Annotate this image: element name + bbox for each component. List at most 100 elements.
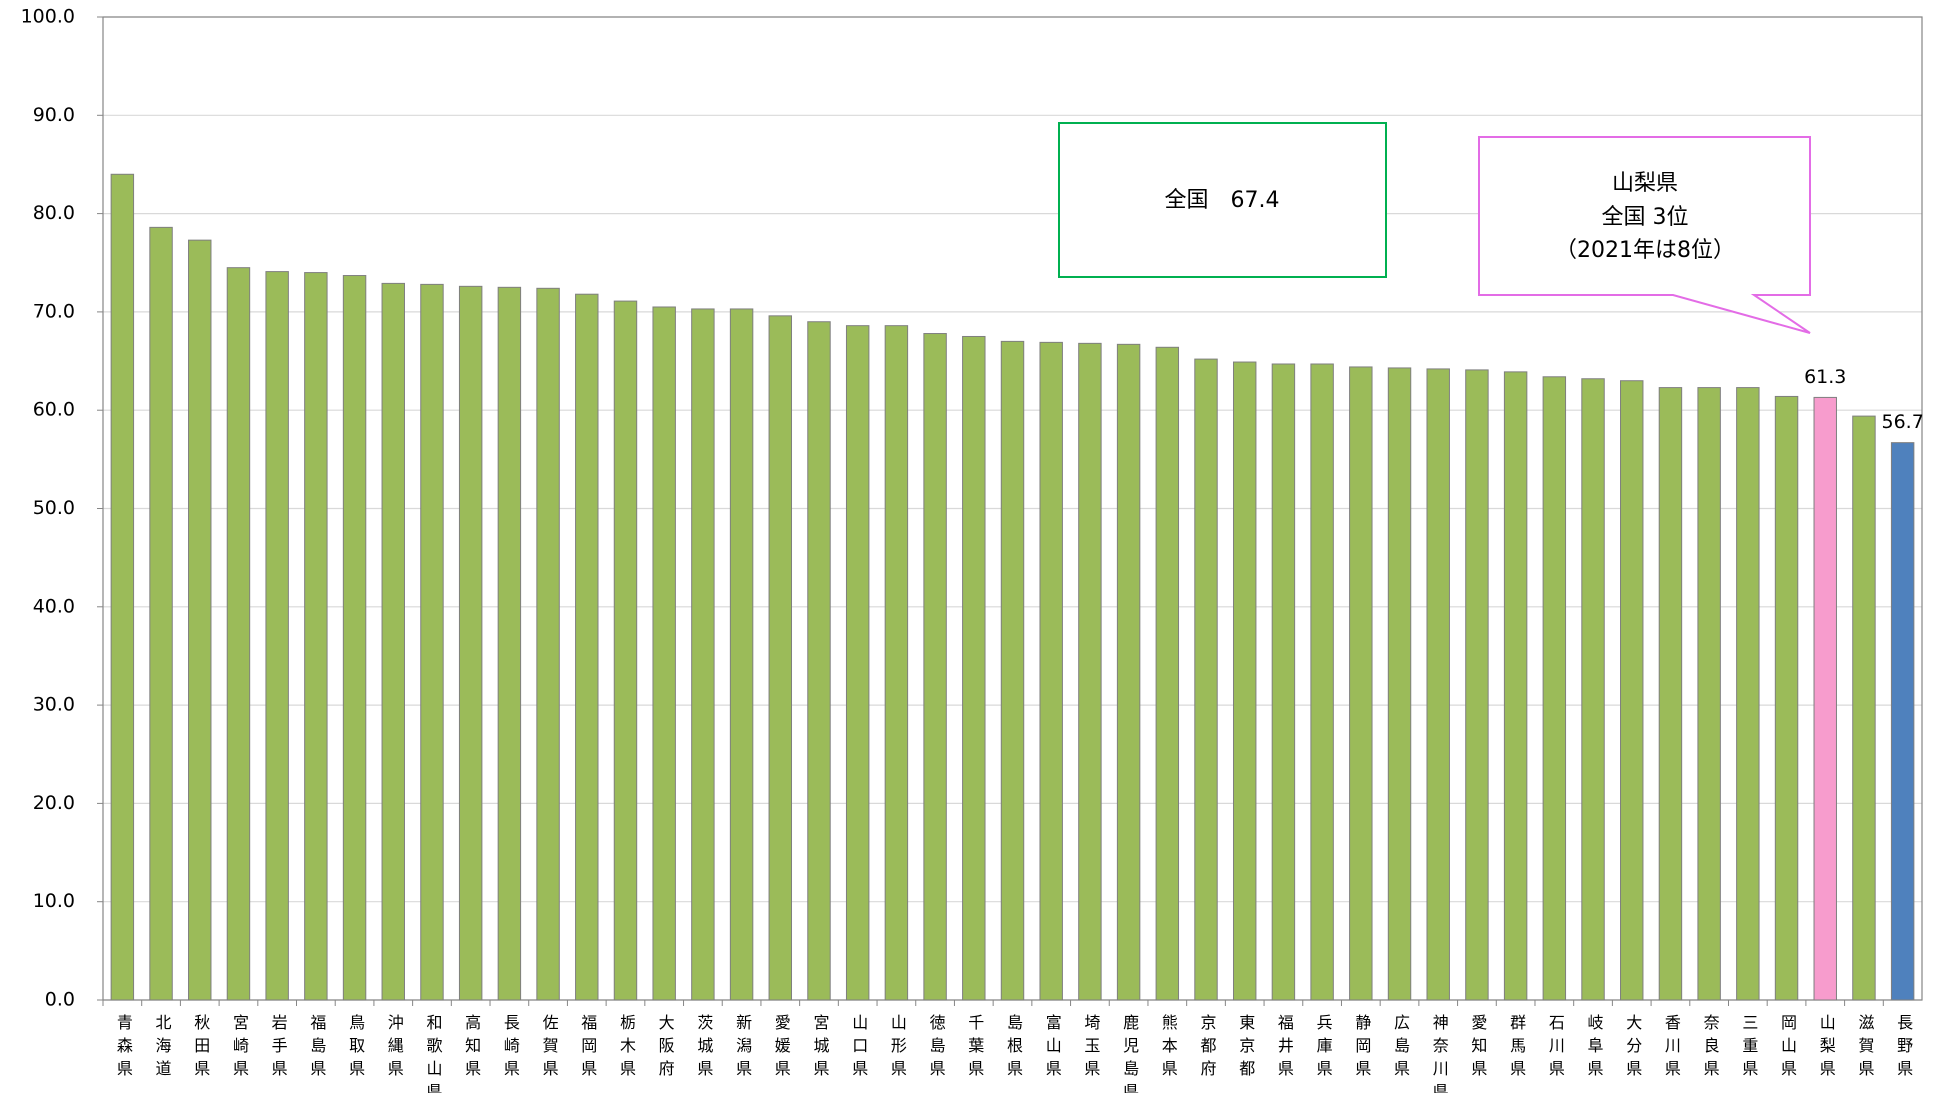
x-tick-label: 長野県 <box>1894 1014 1913 1083</box>
bar <box>536 287 560 1001</box>
bar <box>1852 415 1876 1001</box>
callout-line: 山梨県 <box>1612 171 1678 196</box>
bar <box>1620 380 1644 1001</box>
y-tick-label: 10.0 <box>33 890 75 912</box>
x-tick-label: 奈良県 <box>1701 1014 1720 1083</box>
x-tick-label: 香川県 <box>1662 1014 1681 1083</box>
y-tick-label: 80.0 <box>33 202 75 224</box>
bar <box>226 267 251 1001</box>
bar <box>1542 376 1567 1001</box>
bar <box>807 321 831 1001</box>
bar <box>1658 387 1683 1001</box>
bar <box>1310 363 1334 1001</box>
y-tick-label: 40.0 <box>33 595 75 617</box>
x-tick-label: 滋賀県 <box>1855 1014 1874 1083</box>
y-tick-label: 20.0 <box>33 792 75 814</box>
bar <box>1349 366 1373 1001</box>
x-tick-label: 群馬県 <box>1507 1014 1526 1083</box>
x-tick-label: 広島県 <box>1391 1014 1410 1083</box>
x-tick-label: 北海道 <box>153 1014 172 1083</box>
bar <box>1194 358 1218 1001</box>
bar <box>1581 378 1605 1001</box>
x-tick-label: 徳島県 <box>927 1014 946 1083</box>
x-tick-label: 岐阜県 <box>1585 1014 1604 1083</box>
bar <box>342 275 367 1001</box>
bar <box>1697 387 1721 1001</box>
x-tick-label: 三重県 <box>1739 1014 1758 1083</box>
bar <box>923 333 947 1001</box>
x-tick-label: 福井県 <box>1275 1014 1294 1083</box>
x-tick-label: 鳥取県 <box>346 1014 365 1083</box>
bar <box>884 325 909 1001</box>
callout-line: （2021年は8位） <box>1555 238 1735 263</box>
x-tick-label: 佐賀県 <box>540 1014 559 1083</box>
plot-area: 0.0 10.0 20.0 30.0 40.0 50.0 60.0 70.0 80.0 90.0 1… <box>21 6 1924 1093</box>
bar <box>1232 361 1257 1001</box>
x-tick-label: 山口県 <box>849 1014 868 1083</box>
x-tick-label: 沖縄県 <box>385 1014 404 1083</box>
bar <box>1387 367 1412 1001</box>
x-tick-label: 熊本県 <box>1159 1014 1178 1083</box>
callout-box <box>1478 136 1811 334</box>
x-tick-label: 静岡県 <box>1352 1014 1371 1083</box>
y-tick-label: 90.0 <box>33 104 75 126</box>
bar <box>1039 341 1063 1001</box>
x-tick-label: 京都府 <box>1198 1014 1217 1083</box>
x-tick-label: 和歌山県 <box>423 1014 442 1093</box>
annotation-box <box>1058 122 1387 278</box>
x-tick-label: 神奈川県 <box>1430 1014 1449 1093</box>
bar <box>458 285 483 1001</box>
x-tick-label: 宮崎県 <box>230 1014 249 1083</box>
x-tick-label: 高知県 <box>462 1014 481 1083</box>
bar <box>1155 346 1180 1001</box>
x-tick-label: 栃木県 <box>617 1014 636 1083</box>
bar <box>1503 371 1528 1001</box>
y-tick-label: 30.0 <box>33 694 75 716</box>
y-tick-label: 0.0 <box>45 989 75 1011</box>
bar <box>381 282 405 1001</box>
y-tick-label: 50.0 <box>33 497 75 519</box>
bar <box>652 306 676 1001</box>
bar <box>149 226 173 1001</box>
bar <box>265 271 289 1001</box>
x-tick-label: 宮城県 <box>810 1014 829 1083</box>
x-tick-label: 秋田県 <box>191 1014 210 1083</box>
x-tick-label: 岡山県 <box>1778 1014 1797 1083</box>
x-tick-label: 長崎県 <box>501 1014 520 1083</box>
x-tick-label: 東京都 <box>1236 1014 1255 1083</box>
bar <box>420 283 444 1001</box>
y-tick-label: 70.0 <box>33 300 75 322</box>
value-label: 61.3 <box>1804 366 1846 388</box>
bar <box>110 173 135 1001</box>
x-tick-label: 福岡県 <box>578 1014 597 1083</box>
bar <box>188 239 212 1001</box>
bar <box>1271 363 1296 1001</box>
value-label: 56.7 <box>1881 411 1923 433</box>
annotation: 全国 67.4 <box>1165 188 1280 213</box>
x-tick-label: 新潟県 <box>733 1014 752 1083</box>
bar <box>729 308 754 1001</box>
bar <box>1116 343 1141 1001</box>
bar <box>1890 442 1915 1001</box>
x-tick-label: 大阪府 <box>656 1014 675 1083</box>
bar <box>1078 342 1102 1001</box>
x-tick-label: 福島県 <box>307 1014 326 1083</box>
x-tick-label: 山形県 <box>888 1014 907 1083</box>
x-tick-label: 茨城県 <box>694 1014 713 1083</box>
x-tick-label: 愛知県 <box>1468 1014 1487 1083</box>
x-tick-label: 岩手県 <box>269 1014 288 1083</box>
x-tick-label: 大分県 <box>1623 1014 1642 1083</box>
x-tick-label: 愛媛県 <box>772 1014 791 1083</box>
bar <box>613 300 638 1001</box>
y-tick-label: 100.0 <box>21 6 75 28</box>
callout-line: 全国 3位 <box>1602 205 1689 230</box>
bar <box>497 286 522 1001</box>
x-tick-label: 山梨県 <box>1817 1014 1836 1083</box>
bar <box>845 325 870 1001</box>
x-tick-label: 富山県 <box>1043 1014 1062 1083</box>
bar <box>962 335 986 1001</box>
bar <box>1465 369 1489 1001</box>
x-tick-label: 島根県 <box>1004 1014 1023 1083</box>
x-tick-label: 千葉県 <box>965 1014 984 1083</box>
